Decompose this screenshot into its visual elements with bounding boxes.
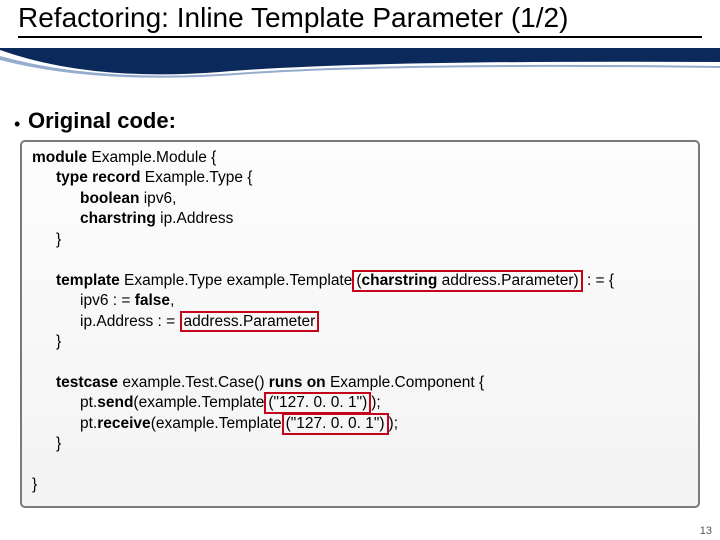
txt: );	[371, 394, 380, 411]
txt: ("127. 0. 0. 1")	[268, 394, 367, 411]
section-heading: Original code:	[28, 108, 176, 134]
highlight-param-use: address.Parameter	[180, 311, 320, 333]
slide-header: Refactoring: Inline Template Parameter (…	[0, 0, 720, 70]
txt: );	[389, 415, 398, 432]
slide-title: Refactoring: Inline Template Parameter (…	[18, 2, 702, 38]
txt: Example.Type example.Template	[120, 272, 353, 289]
kw-template: template	[56, 272, 120, 289]
txt: address.Parameter)	[437, 272, 578, 289]
highlight-arg-1: ("127. 0. 0. 1")	[264, 392, 371, 414]
txt: ip.Address : =	[80, 313, 180, 330]
txt: }	[56, 231, 61, 248]
highlight-param-decl: (charstring address.Parameter)	[352, 270, 582, 292]
txt: pt.	[80, 415, 97, 432]
txt: }	[32, 476, 37, 493]
highlight-arg-2: ("127. 0. 0. 1")	[282, 413, 389, 435]
kw-module: module	[32, 149, 87, 166]
txt: Example.Module {	[87, 149, 216, 166]
txt: : = {	[583, 272, 614, 289]
bullet-dot: •	[14, 114, 20, 135]
txt: Example.Component {	[326, 374, 485, 391]
kw-receive: receive	[97, 415, 150, 432]
txt: (example.Template	[151, 415, 282, 432]
kw-charstring-2: charstring	[362, 272, 438, 289]
txt: ("127. 0. 0. 1")	[286, 415, 385, 432]
code-listing: module Example.Module { type record Exam…	[20, 140, 700, 508]
txt: address.Parameter	[184, 313, 316, 330]
kw-charstring: charstring	[80, 210, 156, 227]
kw-send: send	[97, 394, 133, 411]
txt: pt.	[80, 394, 97, 411]
txt: (example.Template	[133, 394, 264, 411]
txt: }	[56, 435, 61, 452]
kw-runs-on: runs on	[269, 374, 326, 391]
txt: ip.Address	[156, 210, 234, 227]
txt: }	[56, 333, 61, 350]
kw-boolean: boolean	[80, 190, 139, 207]
txt: ipv6,	[139, 190, 176, 207]
txt: ipv6 : =	[80, 292, 135, 309]
txt: example.Test.Case()	[118, 374, 269, 391]
kw-false: false	[135, 292, 170, 309]
kw-testcase: testcase	[56, 374, 118, 391]
header-curve-decoration	[0, 48, 720, 84]
txt: Example.Type {	[140, 169, 252, 186]
kw-type-record: type record	[56, 169, 140, 186]
page-number: 13	[700, 525, 712, 537]
txt: ,	[170, 292, 174, 309]
